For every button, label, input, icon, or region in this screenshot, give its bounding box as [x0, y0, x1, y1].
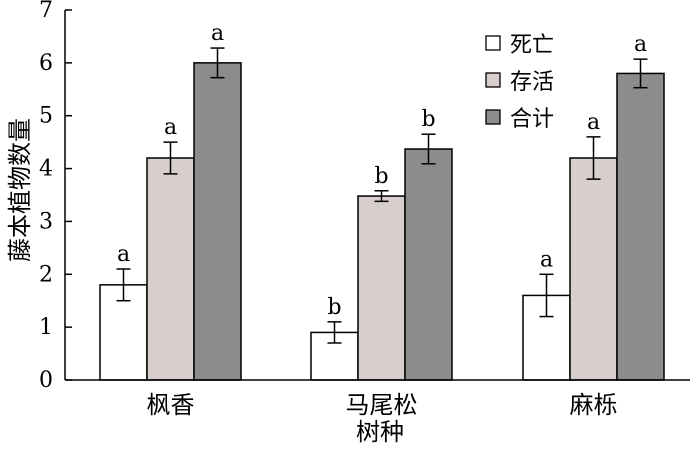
- legend-swatch: [485, 35, 501, 51]
- x-tick-label: 马尾松: [346, 391, 418, 419]
- y-axis-title: 藤本植物数量: [6, 118, 34, 262]
- y-tick-label: 5: [39, 104, 53, 129]
- legend-swatch: [485, 72, 501, 88]
- bar: [616, 72, 665, 381]
- bar: [357, 195, 406, 381]
- y-tick-label: 3: [39, 209, 53, 234]
- legend-swatch: [485, 109, 501, 125]
- labels-layer: a a a 枫香 b b b 马尾松 a a a 麻栎: [117, 21, 647, 419]
- bars-layer: [99, 47, 665, 381]
- significance-label: b: [374, 164, 388, 189]
- axes-layer: 0 1 2 3 4 5 6 7: [39, 0, 690, 393]
- significance-label: a: [211, 21, 224, 46]
- x-tick-label: 麻栎: [570, 391, 618, 419]
- significance-label: b: [421, 107, 435, 132]
- x-axis-title: 树种: [356, 418, 404, 446]
- legend-label: 合计: [510, 107, 554, 132]
- significance-label: a: [117, 242, 130, 267]
- x-tick-label: 枫香: [147, 391, 195, 419]
- significance-label: a: [164, 115, 177, 140]
- significance-label: b: [327, 295, 341, 320]
- y-tick-label: 6: [39, 51, 53, 76]
- bar: [569, 157, 618, 381]
- y-tick-label: 2: [39, 262, 53, 287]
- significance-label: a: [540, 247, 553, 272]
- significance-label: a: [587, 110, 600, 135]
- bar: [404, 148, 453, 381]
- legend-label: 存活: [510, 70, 554, 95]
- y-tick-label: 1: [39, 315, 53, 340]
- legend-label: 死亡: [510, 33, 554, 58]
- bar: [193, 62, 242, 381]
- y-tick-label: 4: [39, 157, 53, 182]
- bar: [146, 157, 195, 381]
- significance-label: a: [634, 32, 647, 57]
- y-tick-label: 7: [39, 0, 53, 23]
- y-tick-label: 0: [39, 368, 53, 393]
